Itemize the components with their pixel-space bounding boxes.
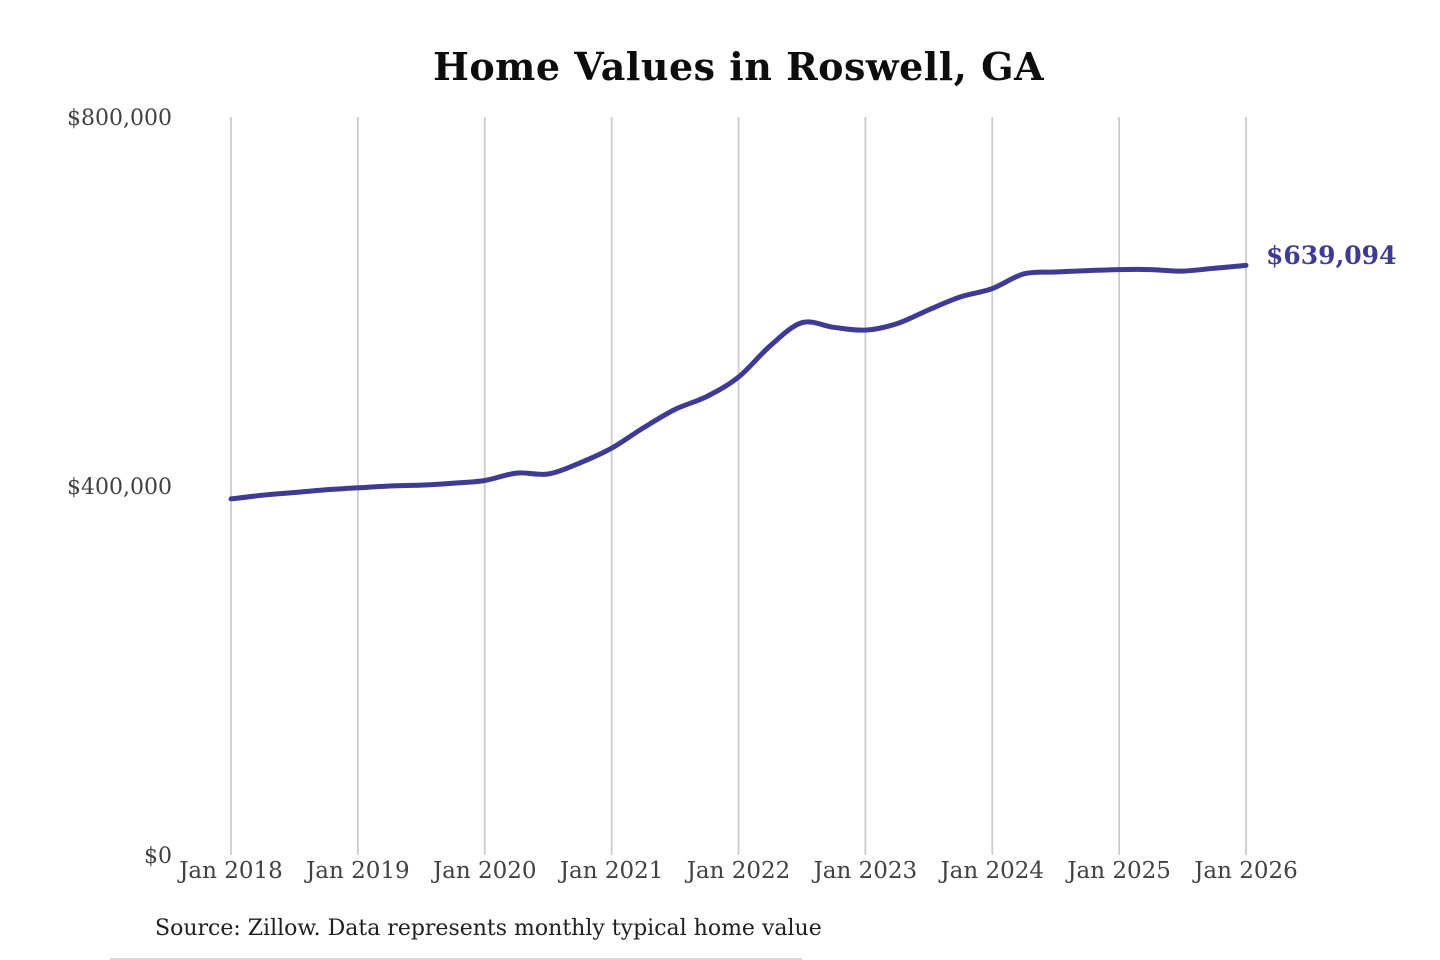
cropped-edge-artifact [110, 958, 802, 960]
source-note: Source: Zillow. Data represents monthly … [155, 916, 822, 941]
x-tick-label: Jan 2025 [1065, 858, 1171, 884]
chart-title: Home Values in Roswell, GA [432, 44, 1045, 89]
home-value-line [228, 262, 1249, 502]
x-tick-label: Jan 2026 [1192, 858, 1298, 884]
x-tick-label: Jan 2022 [685, 858, 791, 884]
y-tick-label: $800,000 [67, 106, 172, 131]
x-tick-label: Jan 2018 [177, 858, 283, 884]
latest-value-label: $639,094 [1266, 241, 1397, 270]
x-tick-label: Jan 2019 [304, 858, 410, 884]
y-tick-label: $0 [144, 844, 172, 869]
y-tick-label: $400,000 [67, 475, 172, 500]
x-tick-label: Jan 2020 [431, 858, 537, 884]
x-tick-label: Jan 2024 [938, 858, 1044, 884]
x-tick-label: Jan 2021 [558, 858, 664, 884]
x-tick-label: Jan 2023 [812, 858, 918, 884]
